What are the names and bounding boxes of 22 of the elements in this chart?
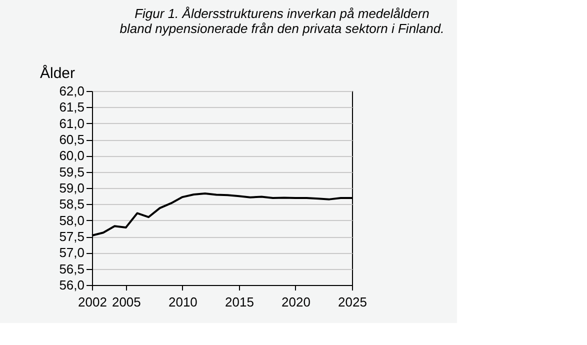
x-tick-label: 2020 <box>282 294 310 310</box>
y-tick-label: 62,0 <box>59 84 84 98</box>
y-tick-label: 56,5 <box>59 261 84 276</box>
x-tick-label: 2002 <box>78 294 107 310</box>
y-tick-label: 59,5 <box>59 164 84 180</box>
text: bland nypensionerade från den privata sektorn i Finland. <box>120 21 444 36</box>
x-tick-label: 2015 <box>224 294 254 310</box>
x-tick-label: 2005 <box>112 294 141 310</box>
y-axis-title: Ålder <box>40 64 76 82</box>
y-tick-label: 60,5 <box>59 132 84 147</box>
y-tick-label: 59,0 <box>59 180 84 196</box>
x-tick-label: 2025 <box>338 294 367 310</box>
y-tick-label: 60,0 <box>59 148 84 164</box>
y-tick-label: 61,0 <box>59 116 84 131</box>
y-tick-label: 61,5 <box>59 100 84 115</box>
y-tick-label: 56,0 <box>59 278 84 292</box>
x-tick-label: 2010 <box>168 294 198 310</box>
y-tick-label: 58,0 <box>59 212 84 228</box>
y-tick-label: 57,5 <box>59 229 84 244</box>
text: Figur 1. Åldersstrukturens inverkan på medelåldern <box>134 6 430 21</box>
y-tick-label: 58,5 <box>59 196 84 212</box>
y-tick-label: 57,0 <box>59 245 84 260</box>
